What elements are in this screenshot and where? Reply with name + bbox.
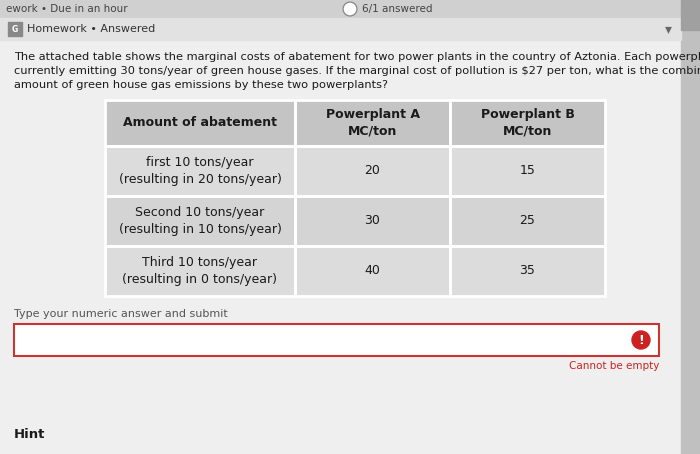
Bar xyxy=(105,246,295,296)
Bar xyxy=(450,100,605,146)
Bar xyxy=(105,146,295,196)
Bar xyxy=(0,0,681,18)
Bar xyxy=(450,146,605,196)
Circle shape xyxy=(632,331,650,349)
Text: first 10 tons/year
(resulting in 20 tons/year): first 10 tons/year (resulting in 20 tons… xyxy=(118,156,281,186)
Text: 40: 40 xyxy=(365,265,380,277)
Bar xyxy=(295,146,450,196)
Text: Third 10 tons/year
(resulting in 0 tons/year): Third 10 tons/year (resulting in 0 tons/… xyxy=(122,256,277,286)
Bar xyxy=(295,146,450,196)
Text: Second 10 tons/year
(resulting in 10 tons/year): Second 10 tons/year (resulting in 10 ton… xyxy=(118,206,281,236)
Bar xyxy=(105,246,295,296)
Bar xyxy=(450,146,605,196)
Bar xyxy=(105,100,295,146)
Bar xyxy=(295,196,450,246)
Text: 30: 30 xyxy=(365,214,380,227)
Text: Hint: Hint xyxy=(14,429,46,441)
Bar xyxy=(295,196,450,246)
Bar xyxy=(105,196,295,246)
Text: Powerplant B
MC/ton: Powerplant B MC/ton xyxy=(481,108,575,138)
Text: 25: 25 xyxy=(519,214,536,227)
Bar xyxy=(295,246,450,296)
Bar xyxy=(681,0,700,454)
Text: ework • Due in an hour: ework • Due in an hour xyxy=(6,4,127,14)
Bar xyxy=(0,18,681,40)
Bar xyxy=(105,196,295,246)
Text: currently emitting 30 tons/year of green house gases. If the marginal cost of po: currently emitting 30 tons/year of green… xyxy=(14,66,700,76)
Bar xyxy=(450,196,605,246)
Bar xyxy=(295,246,450,296)
Text: !: ! xyxy=(638,334,644,346)
Bar xyxy=(450,246,605,296)
Bar xyxy=(450,246,605,296)
Text: ▾: ▾ xyxy=(664,22,671,36)
Text: Homework • Answered: Homework • Answered xyxy=(27,24,155,34)
Circle shape xyxy=(343,2,357,16)
Bar xyxy=(8,22,22,36)
Bar xyxy=(295,100,450,146)
Bar xyxy=(295,100,450,146)
Text: G: G xyxy=(12,25,18,34)
Text: 35: 35 xyxy=(519,265,536,277)
Text: 6/1 answered: 6/1 answered xyxy=(362,4,433,14)
Bar xyxy=(14,324,659,356)
Text: Type your numeric answer and submit: Type your numeric answer and submit xyxy=(14,309,228,319)
Text: The attached table shows the marginal costs of abatement for two power plants in: The attached table shows the marginal co… xyxy=(14,52,700,62)
Bar xyxy=(450,196,605,246)
Bar xyxy=(105,146,295,196)
Text: 15: 15 xyxy=(519,164,536,178)
Text: Powerplant A
MC/ton: Powerplant A MC/ton xyxy=(326,108,419,138)
Text: 20: 20 xyxy=(365,164,380,178)
Text: amount of green house gas emissions by these two powerplants?: amount of green house gas emissions by t… xyxy=(14,80,388,90)
Bar xyxy=(450,100,605,146)
Bar xyxy=(14,324,659,356)
Text: Amount of abatement: Amount of abatement xyxy=(123,117,277,129)
Bar xyxy=(105,100,295,146)
Bar xyxy=(681,0,700,30)
Text: Cannot be empty: Cannot be empty xyxy=(568,361,659,371)
